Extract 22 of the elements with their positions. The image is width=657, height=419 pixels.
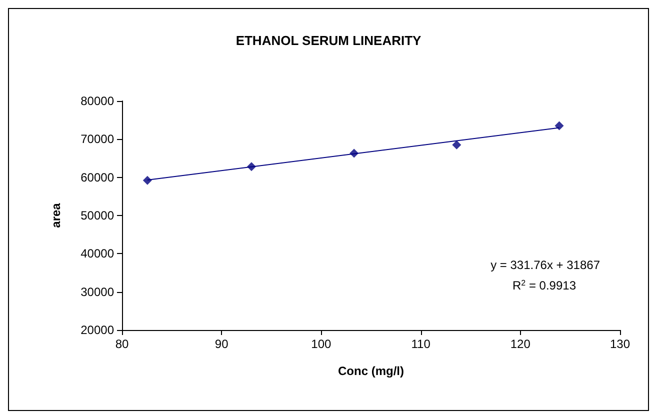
- y-tick-label: 60000: [80, 170, 114, 184]
- annotation: y = 331.76x + 31867: [490, 258, 600, 272]
- point: [246, 162, 256, 172]
- y-tick-label: 20000: [80, 323, 114, 337]
- x-tick-label: 130: [610, 337, 630, 351]
- chart-title: ETHANOL SERUM LINEARITY: [236, 33, 422, 48]
- x-axis-title: Conc (mg/l): [338, 364, 404, 378]
- y-tick-label: 40000: [80, 246, 114, 261]
- y-tick-label: 80000: [80, 94, 114, 108]
- x-tick-label: 100: [311, 337, 332, 351]
- y-tick-label: 50000: [80, 208, 114, 222]
- point: [350, 148, 359, 158]
- x-tick-label: 120: [510, 337, 531, 351]
- y-tick-label: 30000: [80, 284, 114, 299]
- point: [452, 140, 462, 150]
- x-tick-label: 90: [214, 337, 229, 351]
- y-axis-title: area: [49, 202, 63, 228]
- point: [142, 176, 152, 185]
- x-tick-label: 80: [115, 337, 129, 351]
- y-tick-label: 70000: [80, 132, 114, 146]
- point: [554, 121, 564, 130]
- x-tick-label: 110: [411, 337, 431, 351]
